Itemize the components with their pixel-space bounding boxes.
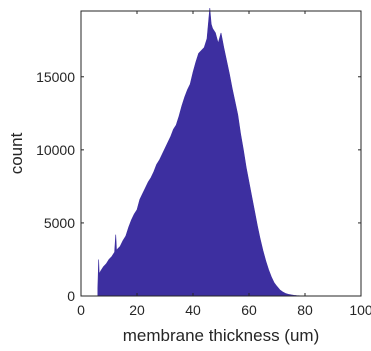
- plot-frame: [80, 10, 362, 297]
- x-tick-label: 20: [129, 302, 145, 318]
- y-tick-label: 0: [67, 288, 75, 304]
- y-tick-label: 5000: [44, 215, 75, 231]
- axes-group: [80, 10, 362, 297]
- histogram-area-group: [97, 8, 361, 297]
- y-tick-label: 10000: [36, 142, 75, 158]
- x-tick-label: 0: [77, 302, 85, 318]
- y-axis-label: count: [7, 132, 26, 174]
- histogram-area: [97, 8, 361, 297]
- x-axis-label: membrane thickness (um): [123, 326, 320, 345]
- ticks-group: 0 20 40 60 80 100 0 5000 10000 15000: [36, 11, 371, 318]
- x-tick-label: 100: [349, 302, 371, 318]
- x-tick-label: 80: [297, 302, 313, 318]
- x-tick-label: 40: [185, 302, 201, 318]
- x-tick-label: 60: [241, 302, 257, 318]
- y-tick-label: 15000: [36, 69, 75, 85]
